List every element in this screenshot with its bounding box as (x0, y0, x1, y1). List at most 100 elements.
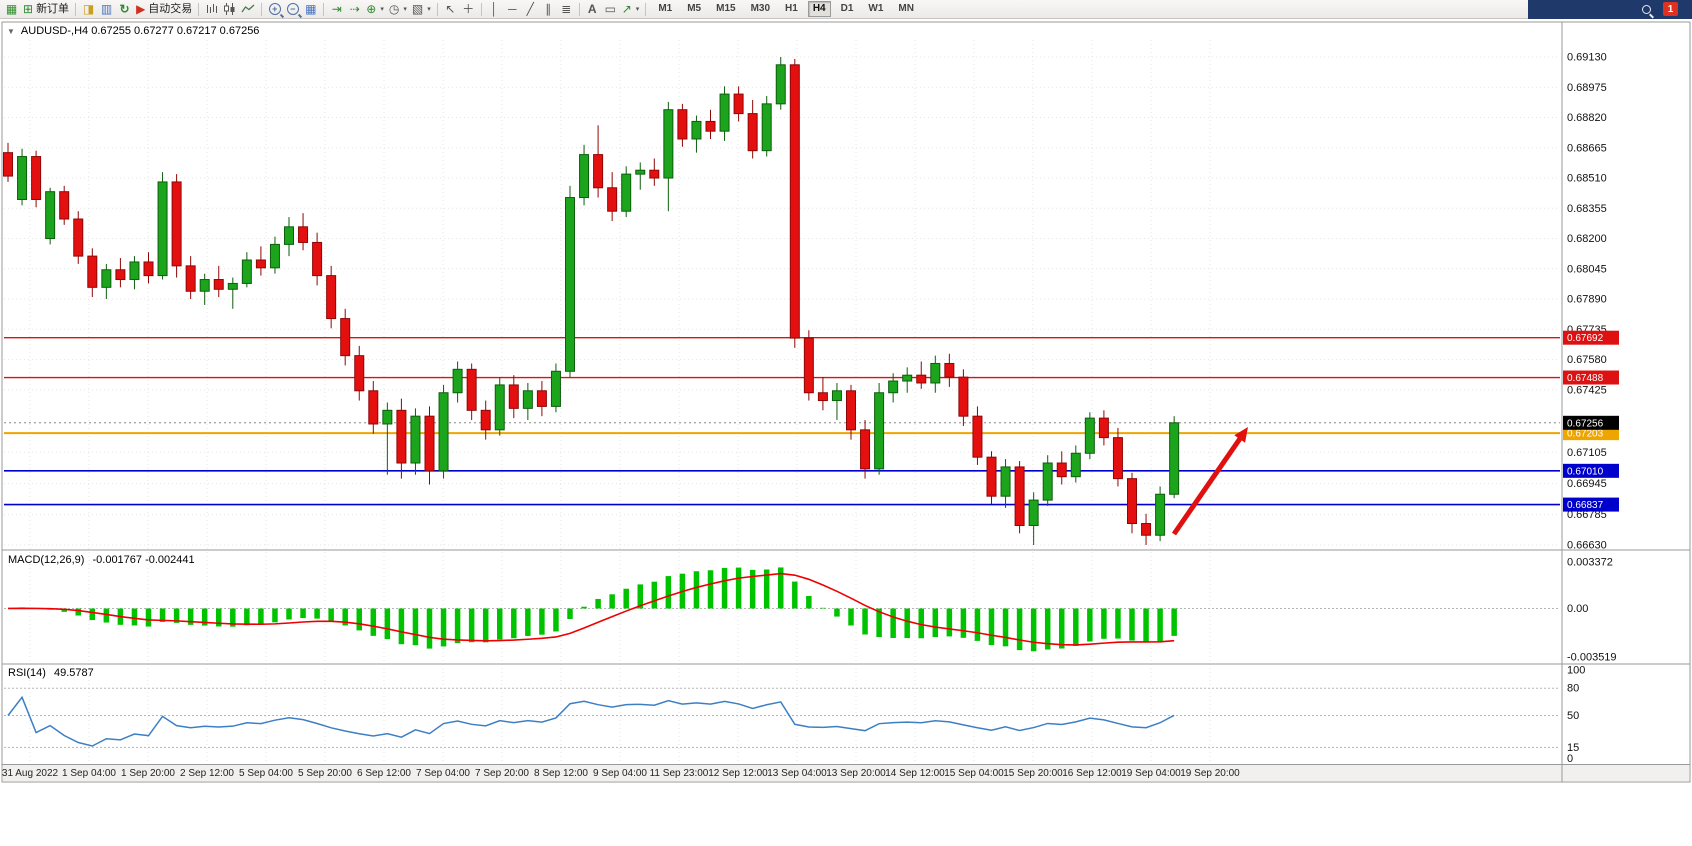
chart-shift-button[interactable]: ⇥ (328, 1, 345, 18)
candle-body (593, 154, 604, 189)
time-axis-label: 14 Sep 12:00 (885, 768, 945, 779)
timeframe-m5[interactable]: M5 (687, 3, 702, 14)
candle-body (129, 261, 140, 281)
arrows-tool-button[interactable]: ↗ ▾ (620, 1, 642, 18)
annotation-arrow-shaft[interactable] (1171, 430, 1247, 536)
candle-body (340, 318, 351, 357)
candle-body (284, 226, 294, 245)
timeframe-w1[interactable]: W1 (868, 3, 884, 14)
candle-body (1084, 417, 1095, 454)
price-axis-label: 0.67580 (1567, 354, 1607, 366)
tile-windows-button[interactable]: ▦ (302, 1, 319, 18)
timeframe-mn[interactable]: MN (898, 3, 914, 14)
candle-body (747, 113, 758, 152)
bar-chart-mode-button[interactable] (203, 1, 220, 18)
candle-body (255, 259, 266, 269)
candle-body (536, 390, 547, 407)
period-button[interactable]: ◷ ▾ (387, 1, 409, 18)
toolbar-separator (323, 2, 325, 16)
toolbar-separator (480, 2, 482, 16)
candle-body (1127, 478, 1137, 525)
candle-body (438, 392, 449, 472)
price-level-badge-text: 0.67203 (1567, 429, 1604, 440)
candle-body (3, 152, 13, 177)
candle-body (87, 255, 98, 288)
cursor-tool-button[interactable]: ↖ (442, 1, 459, 18)
time-axis-label: 9 Sep 04:00 (593, 768, 647, 779)
time-axis-label: 13 Sep 20:00 (826, 768, 886, 779)
add-indicator-button[interactable]: ⊕ ▾ (364, 1, 386, 18)
zoom-out-icon: − (286, 3, 299, 15)
chart-symbol-bar: ▼ AUDUSD-,H4 0.67255 0.67277 0.67217 0.6… (7, 25, 259, 37)
candle-body (1000, 466, 1011, 497)
auto-scroll-icon: ⇢ (349, 2, 360, 16)
candle-body (550, 370, 561, 407)
refresh-button[interactable]: ↻ (116, 1, 133, 18)
text-tool-button[interactable]: A (584, 1, 601, 18)
candle-body (213, 279, 224, 290)
trendline-tool-button[interactable]: ╱ (522, 1, 539, 18)
timeframe-d1[interactable]: D1 (840, 3, 854, 14)
timeframe-h1[interactable]: H1 (785, 3, 798, 14)
cursor-icon: ↖ (445, 2, 456, 16)
rsi-line (7, 695, 1175, 747)
candle-body (171, 181, 182, 267)
candle-body (860, 429, 871, 470)
templates-button[interactable]: ▧ ▾ (410, 1, 433, 18)
search-icon[interactable] (1642, 4, 1651, 14)
line-chart-mode-button[interactable] (239, 1, 257, 18)
profiles-button[interactable]: ◨ (80, 1, 97, 18)
horizontal-line-tool-button[interactable]: ─ (504, 1, 521, 18)
candle-body (59, 191, 70, 220)
label-tool-button[interactable]: ▭ (602, 1, 619, 18)
candle-body (241, 259, 252, 284)
zoom-in-button[interactable]: + (266, 1, 283, 18)
fibonacci-tool-button[interactable]: ≣ (558, 1, 575, 18)
macd-axis-label: 0.00 (1567, 603, 1588, 615)
timeframe-group: M1 M5 M15 M30 H1 H4 D1 W1 MN (650, 1, 922, 18)
candle-body (621, 173, 632, 212)
trendline-icon: ╱ (526, 2, 534, 16)
price-level-badge (1563, 330, 1619, 345)
toolbar-separator (436, 2, 438, 16)
candle-body (1042, 462, 1053, 501)
market-watch-button[interactable]: ▥ (98, 1, 115, 18)
one-click-trading-toggle[interactable]: ▼ (7, 26, 15, 36)
timeframe-m30[interactable]: M30 (750, 3, 771, 14)
vertical-line-tool-button[interactable]: │ (486, 1, 503, 18)
timeframe-m15[interactable]: M15 (716, 3, 736, 14)
auto-scroll-button[interactable]: ⇢ (346, 1, 363, 18)
candle-body (73, 218, 84, 257)
vertical-line-icon: │ (490, 2, 498, 16)
price-axis-label: 0.67425 (1567, 384, 1607, 396)
price-level-badge-text: 0.67256 (1567, 418, 1604, 429)
new-chart-button[interactable]: ▦ (3, 1, 20, 18)
candle-body (789, 64, 800, 339)
new-order-button[interactable]: ⊞ 新订单 (21, 1, 71, 18)
candle-body (382, 409, 393, 425)
price-axis-label: 0.68975 (1567, 82, 1607, 94)
crosshair-tool-button[interactable]: ＋ (460, 1, 477, 18)
time-axis-label: 19 Sep 20:00 (1180, 768, 1240, 779)
annotation-arrow-head[interactable] (1234, 427, 1248, 443)
candle-body (185, 265, 196, 292)
timeframe-m1[interactable]: M1 (658, 3, 673, 14)
price-level-badge-text: 0.66837 (1567, 500, 1604, 511)
timeframe-h4[interactable]: H4 (807, 1, 831, 17)
candle-body (663, 109, 674, 179)
toolbar-separator (645, 2, 647, 16)
channel-tool-button[interactable]: ∥ (540, 1, 557, 18)
candlestick-mode-button[interactable] (221, 1, 238, 18)
macd-signal-line (7, 572, 1175, 646)
auto-trading-button[interactable]: ▶ 自动交易 (134, 1, 194, 18)
profiles-icon: ◨ (82, 2, 95, 16)
candle-body (312, 241, 323, 277)
notification-badge[interactable]: 1 (1663, 2, 1678, 16)
time-axis-label: 5 Sep 04:00 (239, 768, 293, 779)
time-axis-strip (3, 765, 1689, 781)
candle-body (157, 181, 168, 277)
zoom-out-button[interactable]: − (284, 1, 301, 18)
chevron-down-icon: ▾ (427, 5, 431, 13)
price-level-badge (1563, 415, 1619, 430)
